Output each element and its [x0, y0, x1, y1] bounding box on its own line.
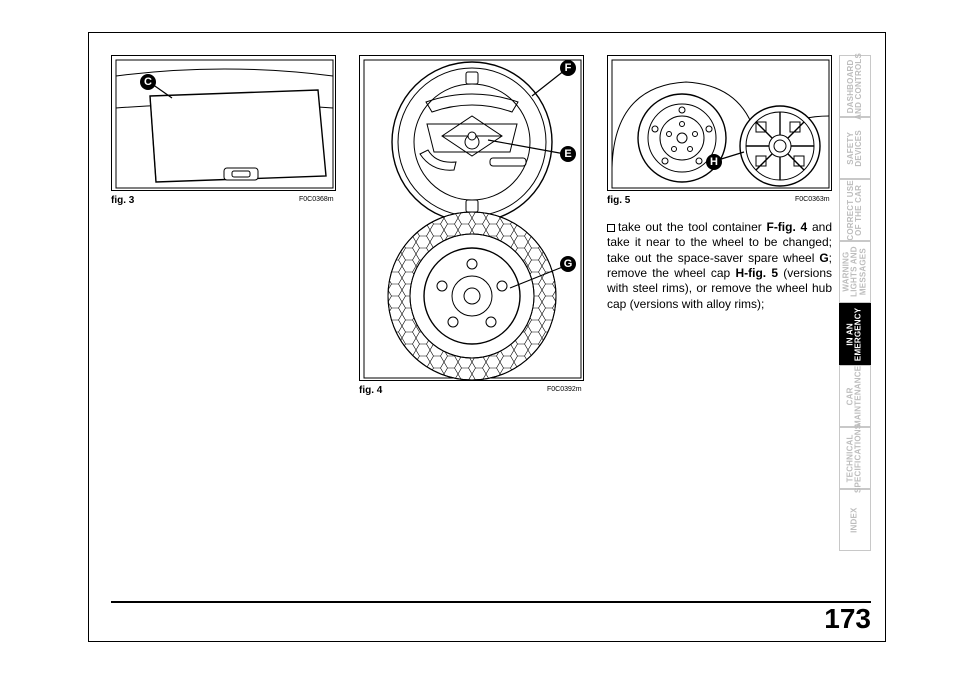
- fig3-caption: fig. 3: [111, 195, 134, 206]
- fig3-code: F0C0368m: [299, 196, 334, 203]
- figure-4: F E G: [359, 55, 584, 381]
- figure-5: H: [607, 55, 832, 191]
- svg-text:F: F: [565, 62, 572, 74]
- ref-f-fig4: F-fig. 4: [766, 220, 807, 234]
- fig5-code: F0C0363m: [795, 196, 830, 203]
- svg-text:E: E: [564, 148, 571, 160]
- ref-g: G: [819, 251, 828, 265]
- tab-emergency[interactable]: IN AN EMERGENCY: [839, 303, 871, 365]
- tab-index-label: INDEX: [851, 507, 859, 532]
- tab-warning[interactable]: WARNING LIGHTS AND MESSAGES: [839, 241, 871, 303]
- tab-dashboard[interactable]: DASHBOARD AND CONTROLS: [839, 55, 871, 117]
- ref-h-fig5: H-fig. 5: [735, 266, 778, 280]
- tab-index[interactable]: INDEX: [839, 489, 871, 551]
- figure-3: C: [111, 55, 336, 191]
- tab-technical-label: TECHNICAL SPECIFICATIONS: [847, 423, 864, 492]
- tab-dashboard-label: DASHBOARD AND CONTROLS: [847, 53, 864, 120]
- tab-emergency-label: IN AN EMERGENCY: [847, 307, 864, 360]
- tab-maintenance-label: CAR MAINTENANCE: [847, 365, 864, 426]
- page-number: 173: [824, 603, 871, 635]
- fig4-caption: fig. 4: [359, 385, 382, 396]
- svg-text:G: G: [564, 258, 573, 270]
- tab-safety[interactable]: SAFETY DEVICES: [839, 117, 871, 179]
- tab-warning-label: WARNING LIGHTS AND MESSAGES: [842, 247, 867, 298]
- section-tabs: DASHBOARD AND CONTROLS SAFETY DEVICES CO…: [839, 55, 871, 551]
- tab-maintenance[interactable]: CAR MAINTENANCE: [839, 365, 871, 427]
- instruction-text: take out the tool container F-fig. 4 and…: [607, 220, 832, 312]
- svg-text:H: H: [710, 156, 718, 168]
- text-1: take out the tool container: [618, 220, 766, 234]
- tab-correct-use[interactable]: CORRECT USE OF THE CAR: [839, 179, 871, 241]
- fig4-code: F0C0392m: [547, 386, 582, 393]
- tab-safety-label: SAFETY DEVICES: [847, 130, 864, 167]
- manual-page: C fig. 3 F0C0368m: [88, 32, 886, 642]
- fig5-caption: fig. 5: [607, 195, 630, 206]
- tab-correct-use-label: CORRECT USE OF THE CAR: [847, 180, 864, 240]
- svg-text:C: C: [144, 76, 152, 88]
- tab-technical[interactable]: TECHNICAL SPECIFICATIONS: [839, 427, 871, 489]
- bullet-box-icon: [607, 224, 615, 232]
- footer-rule: [111, 601, 871, 603]
